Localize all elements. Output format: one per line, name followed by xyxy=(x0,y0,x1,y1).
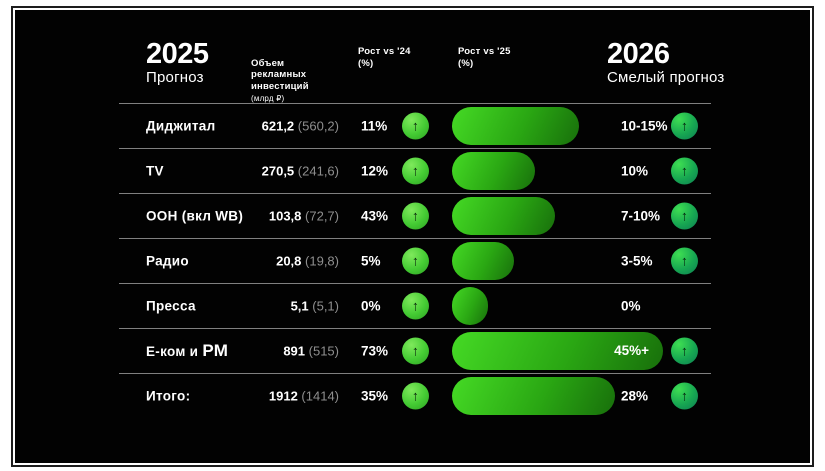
value-previous: (560,2) xyxy=(297,118,339,134)
up-arrow-icon: ↑ xyxy=(671,337,698,365)
growth-bar xyxy=(452,242,514,280)
value-2025: 1912 xyxy=(268,388,298,404)
table-row-total: Итого: 1912 (1414) 35% ↑ 28% ↑ xyxy=(119,373,711,418)
row-label: TV xyxy=(146,163,164,179)
row-value: 20,8 (19,8) xyxy=(209,254,339,269)
growth-bar: 45%+ xyxy=(452,332,663,370)
value-previous: (1414) xyxy=(301,388,339,404)
up-arrow-icon: ↑ xyxy=(402,292,429,320)
row-value: 891 (515) xyxy=(209,344,339,359)
table-row-radio: Радио 20,8 (19,8) 5% ↑ 3-5% ↑ xyxy=(119,238,711,283)
up-arrow-icon: ↑ xyxy=(671,157,698,185)
row-value: 1912 (1414) xyxy=(209,389,339,404)
growth-bar xyxy=(452,107,579,145)
row-value: 5,1 (5,1) xyxy=(209,299,339,314)
column-header-volume: Объем рекламных инвестиций (млрд ₽) xyxy=(251,46,309,116)
value-previous: (241,6) xyxy=(297,163,339,179)
up-arrow-icon: ↑ xyxy=(402,202,429,230)
forecast-2026-value: 7-10% xyxy=(621,208,661,224)
growth-bar xyxy=(452,377,615,415)
forecast-table: Диджитал 621,2 (560,2) 11% ↑ 10-15% ↑ TV… xyxy=(119,103,711,418)
value-2025: 891 xyxy=(283,343,306,359)
up-arrow-icon: ↑ xyxy=(671,202,698,230)
forecast-2026-value: 10-15% xyxy=(621,118,668,134)
growth-vs-24: 12% xyxy=(361,163,389,179)
year-2025-title: 2025 xyxy=(146,38,209,70)
value-previous: (19,8) xyxy=(305,253,339,269)
value-2025: 5,1 xyxy=(290,298,309,314)
growth-vs-24: 0% xyxy=(361,298,381,314)
growth-vs-24: 11% xyxy=(361,118,388,134)
up-arrow-icon: ↑ xyxy=(402,382,429,410)
up-arrow-icon: ↑ xyxy=(402,247,429,275)
forecast-2026-value: 28% xyxy=(621,388,649,404)
table-row-ecom: Е-ком и РМ 891 (515) 73% ↑ 45%+ ↑ xyxy=(119,328,711,373)
value-previous: (72,7) xyxy=(305,208,339,224)
growth-vs-24: 5% xyxy=(361,253,381,269)
growth-vs-24: 43% xyxy=(361,208,389,224)
up-arrow-icon: ↑ xyxy=(402,157,429,185)
table-row-digital: Диджитал 621,2 (560,2) 11% ↑ 10-15% ↑ xyxy=(119,103,711,148)
subtitle-2026: Смелый прогноз xyxy=(607,69,725,86)
row-value: 103,8 (72,7) xyxy=(209,209,339,224)
value-previous: (5,1) xyxy=(312,298,339,314)
table-row-press: Пресса 5,1 (5,1) 0% ↑ 0% xyxy=(119,283,711,328)
value-previous: (515) xyxy=(308,343,339,359)
row-label: Пресса xyxy=(146,298,196,314)
value-2025: 621,2 xyxy=(261,118,295,134)
forecast-2026-value: 0% xyxy=(621,298,641,314)
column-header-volume-text: Объем рекламных инвестиций xyxy=(251,57,309,92)
row-value: 621,2 (560,2) xyxy=(209,119,339,134)
up-arrow-icon: ↑ xyxy=(402,112,429,140)
row-label: Е-ком и РМ xyxy=(146,341,228,361)
forecast-2026-value: 10% xyxy=(621,163,649,179)
up-arrow-icon: ↑ xyxy=(402,337,429,365)
up-arrow-icon: ↑ xyxy=(671,112,698,140)
value-2025: 270,5 xyxy=(261,163,295,179)
outer-frame: 2025 Прогноз Объем рекламных инвестиций … xyxy=(11,6,814,467)
forecast-2026-value: 3-5% xyxy=(621,253,653,269)
row-label-main: Е-ком и xyxy=(146,344,203,359)
row-label-suffix: РМ xyxy=(202,341,229,360)
row-label: OOH (вкл WB) xyxy=(146,208,244,224)
up-arrow-icon: ↑ xyxy=(671,382,698,410)
growth-bar xyxy=(452,287,488,325)
growth-vs-24: 73% xyxy=(361,343,389,359)
bar-inline-value: 45%+ xyxy=(614,343,649,358)
infographic-canvas: 2025 Прогноз Объем рекламных инвестиций … xyxy=(15,10,810,463)
year-2026-title: 2026 xyxy=(607,38,670,70)
column-header-growth-24: Рост vs '24 (%) xyxy=(358,46,411,69)
table-row-ooh: OOH (вкл WB) 103,8 (72,7) 43% ↑ 7-10% ↑ xyxy=(119,193,711,238)
value-2025: 103,8 xyxy=(268,208,302,224)
row-label: Радио xyxy=(146,253,189,269)
table-row-tv: TV 270,5 (241,6) 12% ↑ 10% ↑ xyxy=(119,148,711,193)
up-arrow-icon: ↑ xyxy=(671,247,698,275)
growth-bar xyxy=(452,152,535,190)
row-value: 270,5 (241,6) xyxy=(209,164,339,179)
subtitle-2025: Прогноз xyxy=(146,69,204,86)
row-label: Итого: xyxy=(146,388,191,404)
column-header-volume-unit: (млрд ₽) xyxy=(251,94,285,103)
value-2025: 20,8 xyxy=(276,253,302,269)
column-header-growth-25: Рост vs '25 (%) xyxy=(458,46,511,69)
growth-bar xyxy=(452,197,555,235)
growth-vs-24: 35% xyxy=(361,388,389,404)
row-label: Диджитал xyxy=(146,118,216,134)
